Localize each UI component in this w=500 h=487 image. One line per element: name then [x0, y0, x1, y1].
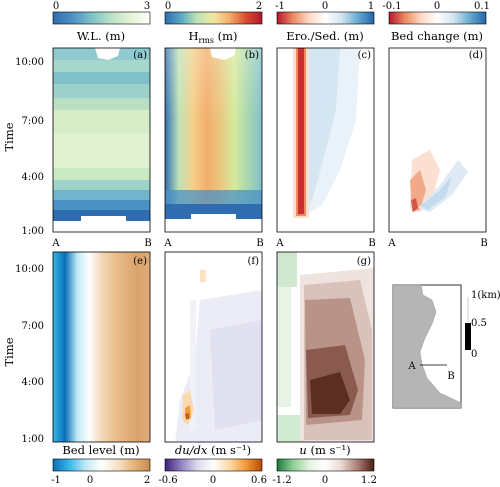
x-end-label: B	[144, 238, 151, 249]
panel-d-label: (d)	[469, 50, 483, 61]
colorbar-d-tick: 0	[434, 1, 440, 12]
panel-g: (g)	[276, 251, 375, 443]
x-start-label: A	[387, 238, 396, 249]
panel-f-label: (f)	[247, 256, 259, 267]
y-tick-label: 7:00	[22, 116, 44, 127]
colorbar-b-bar	[164, 11, 263, 25]
panel-c: (c) A B	[275, 47, 376, 249]
colorbar-g-title: u (m s⁻¹)	[299, 443, 350, 457]
panel-e-label: (e)	[133, 256, 147, 267]
x-start-label: A	[51, 238, 60, 249]
y-ticks-bottom: 10:00 7:00 4:00 1:00	[15, 264, 44, 445]
panel-e-frame	[52, 251, 151, 443]
panel-f: (f)	[164, 251, 263, 443]
colorbar-b-tick: 0	[165, 1, 171, 12]
colorbar-a-bar	[52, 11, 151, 25]
x-end-label: B	[256, 238, 263, 249]
y-tick-label: 4:00	[22, 172, 44, 183]
map-inset: A B 1(km) 0.5 0	[392, 284, 500, 409]
panel-b-label: (b)	[245, 50, 259, 61]
panel-a-frame	[52, 47, 151, 233]
y-tick-label: 4:00	[22, 377, 44, 388]
x-start-label: A	[275, 238, 284, 249]
colorbar-b: 0 2 Hrms (m)	[164, 1, 263, 45]
colorbar-c-tick: -1	[275, 1, 285, 12]
colorbar-c-bar	[276, 11, 375, 25]
y-tick-label: 1:00	[22, 434, 44, 445]
colorbar-g-bar	[276, 458, 375, 472]
y-tick-label: 7:00	[22, 321, 44, 332]
map-land	[392, 284, 462, 409]
colorbar-c-tick: 0	[322, 1, 328, 12]
colorbar-e-title: Bed level (m)	[62, 443, 139, 457]
colorbar-a-tick: 0	[53, 1, 59, 12]
panel-g-frame	[276, 251, 375, 443]
panel-c-label: (c)	[358, 50, 372, 61]
colorbar-d-tick: -0.1	[382, 1, 401, 12]
y-axis-label-bottom: Time	[2, 337, 16, 366]
colorbar-e-tick: -1	[51, 475, 61, 486]
colorbar-d-bar	[388, 11, 487, 25]
colorbar-f: du/dx (m s⁻¹) -0.6 0 0.6	[158, 443, 267, 486]
colorbar-b-tick: 2	[256, 1, 262, 12]
panel-f-frame	[164, 251, 263, 443]
y-tick-label: 10:00	[15, 264, 44, 275]
panel-a: (a) A B	[51, 47, 152, 249]
colorbar-e: Bed level (m) -1 0 2	[51, 443, 151, 486]
colorbar-g-tick: 1.2	[361, 475, 377, 486]
x-end-label: B	[368, 238, 375, 249]
map-scale-bar	[465, 323, 471, 350]
colorbar-c: -1 0 1 Ero./Sed. (m)	[275, 1, 375, 43]
panel-a-label: (a)	[133, 50, 147, 61]
panel-g-label: (g)	[357, 256, 371, 267]
colorbar-g-tick: 0	[322, 475, 328, 486]
colorbar-f-bar	[164, 458, 263, 472]
colorbar-e-bar	[52, 458, 151, 472]
map-point-b: B	[447, 371, 454, 382]
colorbar-a-title: W.L. (m)	[77, 29, 125, 43]
y-tick-label: 1:00	[22, 226, 44, 237]
colorbar-c-tick: 1	[368, 1, 374, 12]
colorbar-f-tick: -0.6	[158, 475, 177, 486]
colorbar-e-tick: 2	[144, 475, 150, 486]
panel-b: (b) A B	[163, 47, 264, 249]
colorbar-d: -0.1 0 0.1 Bed change (m)	[382, 1, 490, 43]
map-point-a: A	[407, 361, 416, 372]
colorbar-d-title: Bed change (m)	[391, 29, 483, 43]
colorbar-g: u (m s⁻¹) -1.2 0 1.2	[272, 443, 377, 486]
panel-e: (e)	[52, 251, 151, 443]
colorbar-e-tick: 0	[87, 475, 93, 486]
colorbar-f-title: du/dx (m s⁻¹)	[175, 443, 251, 457]
y-tick-label: 10:00	[15, 57, 44, 68]
x-start-label: A	[163, 238, 172, 249]
colorbar-c-title: Ero./Sed. (m)	[286, 29, 363, 43]
colorbar-a: 0 3 W.L. (m)	[52, 1, 151, 43]
panel-d: (d) A B	[387, 47, 488, 249]
colorbar-b-title: Hrms (m)	[188, 29, 237, 45]
colorbar-d-tick: 0.1	[474, 1, 490, 12]
x-end-label: B	[480, 238, 487, 249]
panel-d-frame	[388, 47, 487, 233]
map-scale-mid: 0.5	[471, 318, 487, 329]
panel-b-frame	[164, 47, 263, 233]
panel-c-frame	[276, 47, 375, 233]
map-scale-top: 1(km)	[471, 290, 500, 301]
y-ticks-top: 10:00 7:00 4:00 1:00	[15, 57, 44, 237]
colorbar-a-tick: 3	[144, 1, 150, 12]
colorbar-g-tick: -1.2	[272, 475, 291, 486]
colorbar-f-tick: 0.6	[251, 475, 267, 486]
colorbar-f-tick: 0	[210, 475, 216, 486]
map-scale-bottom: 0	[471, 349, 477, 360]
y-axis-label-top: Time	[2, 122, 16, 151]
